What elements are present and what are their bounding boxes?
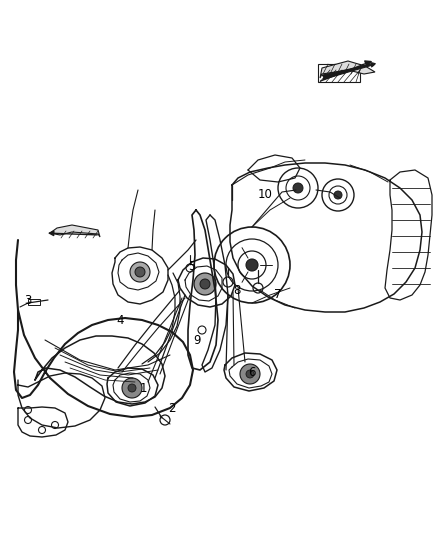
Text: 5: 5 (188, 261, 196, 273)
Circle shape (135, 267, 145, 277)
Text: 1: 1 (139, 382, 147, 394)
Text: 10: 10 (258, 189, 272, 201)
Circle shape (130, 262, 150, 282)
Circle shape (200, 279, 210, 289)
Circle shape (246, 259, 258, 271)
Text: 6: 6 (248, 367, 256, 379)
Text: 7: 7 (274, 288, 282, 302)
Circle shape (128, 384, 136, 392)
FancyBboxPatch shape (28, 299, 40, 305)
Circle shape (293, 183, 303, 193)
Text: 9: 9 (193, 334, 201, 346)
Circle shape (246, 370, 254, 378)
Text: 8: 8 (233, 284, 241, 296)
Text: 2: 2 (168, 401, 176, 415)
Circle shape (194, 273, 216, 295)
Bar (318, 64, 360, 82)
Polygon shape (50, 225, 100, 237)
Text: 3: 3 (25, 294, 32, 306)
Text: 4: 4 (116, 313, 124, 327)
Polygon shape (320, 61, 375, 78)
Circle shape (122, 378, 142, 398)
Circle shape (334, 191, 342, 199)
Circle shape (240, 364, 260, 384)
